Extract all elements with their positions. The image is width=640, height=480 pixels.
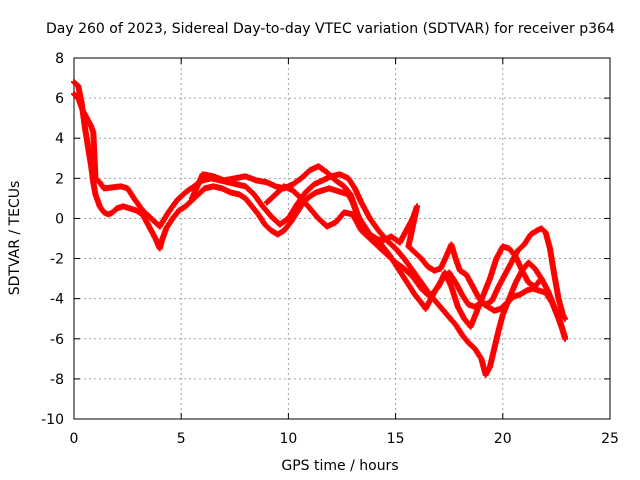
y-tick-label: 2 <box>55 171 64 187</box>
y-tick-label: -8 <box>50 372 64 388</box>
data-point <box>538 275 545 282</box>
data-points <box>71 79 568 378</box>
chart-title: Day 260 of 2023, Sidereal Day-to-day VTE… <box>46 21 615 37</box>
data-point <box>561 315 568 322</box>
data-point <box>561 335 568 342</box>
series-track-3 <box>188 163 568 322</box>
y-axis: -10 -8 -6 -4 -2 0 2 4 6 8 <box>41 51 610 428</box>
series-track-2 <box>71 91 568 378</box>
grid <box>74 58 610 419</box>
y-tick-label: -2 <box>50 252 64 268</box>
y-tick-label: -10 <box>41 412 64 428</box>
x-tick-label: 5 <box>177 431 186 447</box>
y-tick-label: 4 <box>55 131 64 147</box>
x-tick-label: 15 <box>387 431 405 447</box>
y-tick-label: -6 <box>50 332 64 348</box>
y-axis-label: SDTVAR / TECUs <box>7 181 23 296</box>
y-tick-label: -4 <box>50 292 64 308</box>
x-tick-label: 0 <box>70 431 79 447</box>
y-tick-label: 0 <box>55 211 64 227</box>
x-axis: 0 5 10 15 20 25 <box>70 58 619 447</box>
x-tick-label: 10 <box>279 431 297 447</box>
y-tick-label: 6 <box>55 91 64 107</box>
x-axis-label: GPS time / hours <box>281 458 398 474</box>
x-tick-label: 20 <box>494 431 512 447</box>
series-track-4 <box>263 183 545 330</box>
plot-frame <box>73 57 611 420</box>
y-tick-label: 8 <box>55 51 64 67</box>
x-tick-label: 25 <box>601 431 619 447</box>
